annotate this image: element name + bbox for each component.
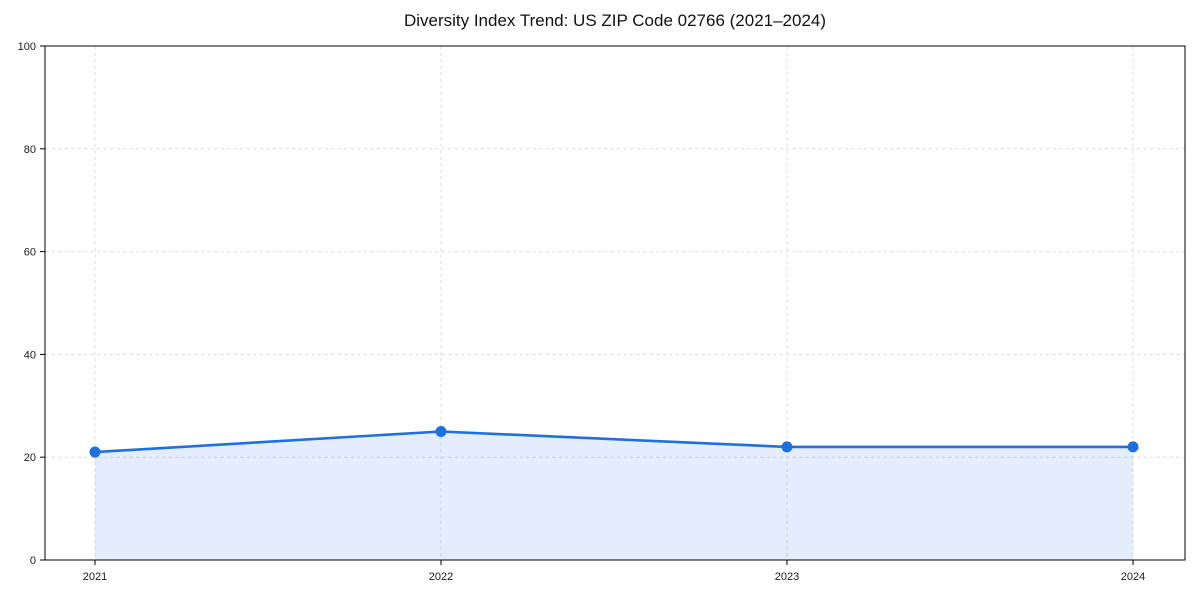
series-line-diversity-index [93,430,1135,454]
y-tick-label-20: 20 [24,452,36,464]
trend-line [93,430,1135,454]
area-fill [95,431,1133,560]
plot-border [44,45,1186,561]
y-tick-label-80: 80 [24,144,36,156]
y-tick-label-0: 0 [30,555,36,567]
data-point-2022 [435,426,447,437]
data-point-2021 [89,446,101,458]
chart-title: Diversity Index Trend: US ZIP Code 02766… [403,11,827,30]
axis-spines [44,45,1186,561]
data-point-2024 [1127,441,1139,453]
y-tick-label-40: 40 [24,349,36,361]
x-tick-label-2023: 2023 [775,571,799,583]
series-area-fill [95,431,1133,560]
x-tick-label-2021: 2021 [83,571,107,583]
data-point-2023 [781,441,793,453]
x-tick-label-2022: 2022 [429,571,453,583]
x-tick-label-2024: 2024 [1121,571,1145,583]
axis-ticks [40,45,1134,565]
y-tick-label-60: 60 [24,247,36,259]
y-tick-label-100: 100 [18,41,36,53]
axis-tick-labels: 0 20 40 60 80 100 2021 2022 2023 2024 [18,41,1146,583]
data-points [89,426,1139,458]
